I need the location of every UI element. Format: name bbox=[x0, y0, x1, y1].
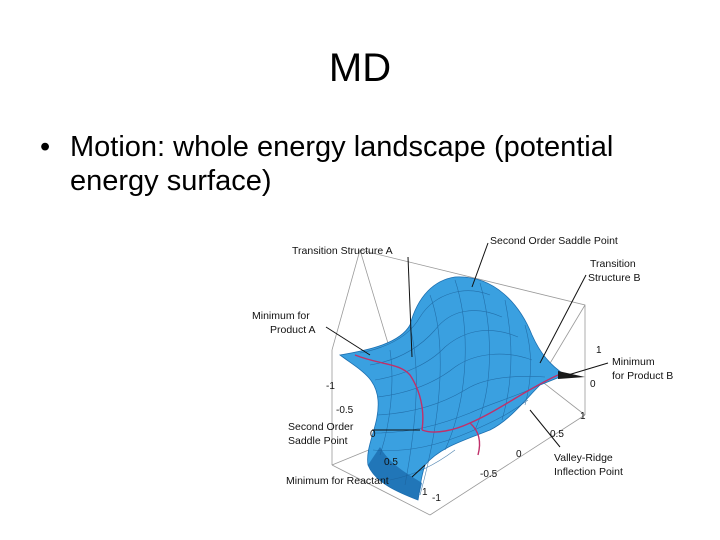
bullet-text: Motion: whole energy landscape (potentia… bbox=[70, 131, 614, 197]
reaction-paths bbox=[354, 354, 559, 456]
label-second-order-saddle-line2: Saddle Point bbox=[288, 435, 348, 447]
label-min-product-b-line2: for Product B bbox=[612, 370, 673, 382]
label-min-product-a-line2: Product A bbox=[270, 324, 316, 336]
tick-left-axis: 0 bbox=[370, 429, 376, 440]
bullet-glyph: • bbox=[40, 131, 51, 163]
tick-bottom-axis: -0.5 bbox=[480, 469, 498, 480]
product-b-minimum-marker bbox=[558, 371, 585, 379]
tick-vertical-axis: 1 bbox=[596, 345, 602, 356]
label-second-order-saddle-line1: Second Order bbox=[288, 421, 354, 433]
label-transition-structure-a: Transition Structure A bbox=[292, 245, 393, 257]
annotation-pointers bbox=[325, 242, 609, 478]
tick-bottom-axis: -1 bbox=[432, 493, 441, 504]
energy-surface bbox=[339, 276, 566, 501]
tick-left-axis: -1 bbox=[326, 381, 335, 392]
tick-left-axis: 1 bbox=[422, 487, 428, 498]
label-valley-ridge-line1: Valley-Ridge bbox=[554, 452, 613, 464]
energy-surface-side bbox=[368, 447, 422, 500]
label-min-product-a-line1: Minimum for bbox=[252, 310, 310, 322]
energy-surface-figure: Transition Structure A Second Order Sadd… bbox=[240, 225, 690, 540]
label-valley-ridge-line2: Inflection Point bbox=[554, 466, 623, 478]
potential-energy-surface-3d-plot: Transition Structure A Second Order Sadd… bbox=[252, 235, 673, 516]
label-second-order-saddle-top: Second Order Saddle Point bbox=[490, 235, 618, 247]
tick-left-axis: -0.5 bbox=[336, 405, 354, 416]
label-min-product-b-line1: Minimum bbox=[612, 356, 655, 368]
tick-left-axis: 0.5 bbox=[384, 457, 398, 468]
label-min-reactant: Minimum for Reactant bbox=[286, 475, 389, 487]
tick-bottom-axis: 1 bbox=[580, 411, 586, 422]
label-ts-b-line1: Transition bbox=[590, 258, 636, 270]
slide-title: MD bbox=[328, 46, 392, 90]
label-ts-b-line2: Structure B bbox=[588, 272, 641, 284]
tick-bottom-axis: 0 bbox=[516, 449, 522, 460]
tick-bottom-axis: 0.5 bbox=[550, 429, 564, 440]
tick-vertical-axis: 0 bbox=[590, 379, 596, 390]
bullet-item: • Motion: whole energy landscape (potent… bbox=[34, 130, 694, 198]
